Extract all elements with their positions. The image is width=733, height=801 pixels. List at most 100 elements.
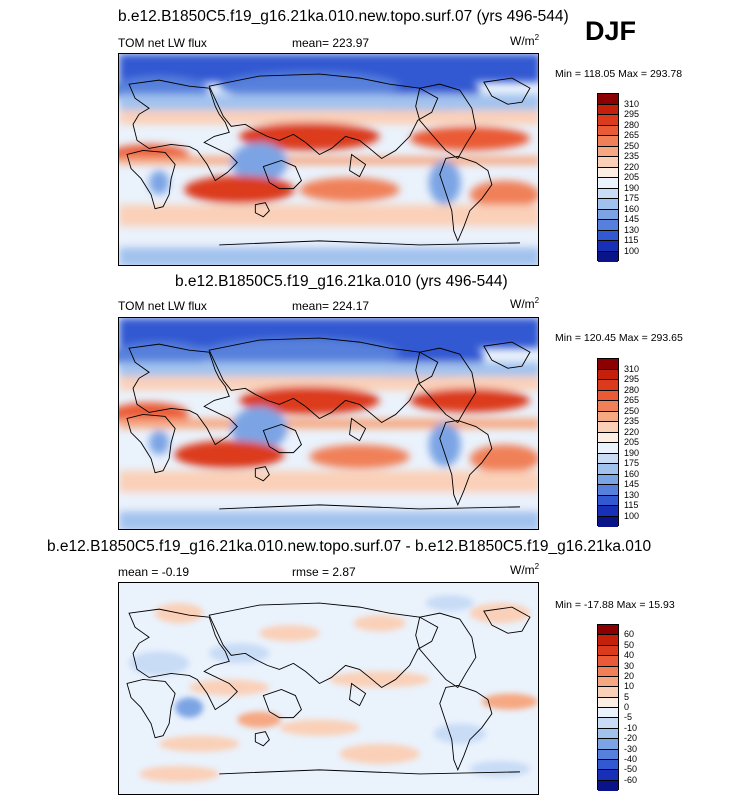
- colorbar-swatch: [598, 411, 618, 422]
- panel-3-rmse-label: rmse = 2.87: [292, 565, 356, 579]
- colorbar-swatch: [598, 136, 618, 147]
- panel-3-colorbar: [597, 624, 619, 791]
- panel-1-colorbar: [597, 93, 619, 262]
- panel-2-colorbar-labels: 310 295 280 265 250 235 220 205 190 175 160 145 130 1…: [624, 358, 664, 526]
- colorbar-swatch: [598, 495, 618, 506]
- colorbar-swatch: [598, 369, 618, 380]
- panel-3-minmax: Min = -17.88 Max = 15.93: [555, 599, 675, 611]
- colorbar-swatch: [598, 697, 618, 708]
- colorbar-label: -30: [624, 743, 638, 754]
- colorbar-label: 235: [624, 416, 640, 426]
- colorbar-label: 265: [624, 130, 640, 140]
- colorbar-swatch: [598, 432, 618, 443]
- colorbar-swatch: [598, 635, 618, 646]
- colorbar-swatch: [598, 230, 618, 241]
- colorbar-swatch: [598, 94, 618, 105]
- colorbar-swatch: [598, 718, 618, 729]
- colorbar-label: 115: [624, 500, 639, 510]
- colorbar-swatch: [598, 687, 618, 698]
- panel-1-mean-label: mean= 223.97: [292, 36, 370, 50]
- colorbar-label: 130: [624, 224, 640, 235]
- colorbar-swatch: [598, 506, 618, 517]
- colorbar-label: 175: [624, 193, 640, 203]
- colorbar-swatch: [598, 401, 618, 412]
- colorbar-label: 310: [624, 363, 640, 374]
- colorbar-swatch: [598, 708, 618, 719]
- panel-1-variable-label: TOM net LW flux: [118, 36, 207, 50]
- colorbar-swatch: [598, 759, 618, 771]
- colorbar-label: 50: [624, 639, 635, 650]
- panel-2-units: W/m2: [510, 296, 540, 312]
- colorbar-label: 250: [624, 405, 640, 416]
- colorbar-swatch: [598, 728, 618, 740]
- colorbar-swatch: [598, 178, 618, 189]
- colorbar-label: 295: [624, 109, 640, 119]
- colorbar-label: 310: [624, 98, 640, 109]
- colorbar-swatch: [598, 359, 618, 370]
- colorbar-swatch: [598, 209, 618, 220]
- panel-2-map: [118, 317, 539, 530]
- panel-2-variable-label: TOM net LW flux: [118, 299, 207, 313]
- colorbar-swatch: [598, 157, 618, 168]
- colorbar-label: 100: [624, 245, 640, 256]
- colorbar-swatch: [598, 770, 618, 781]
- colorbar-swatch: [598, 453, 618, 464]
- panel-1-units: W/m2: [510, 33, 540, 49]
- panel-1-title: b.e12.B1850C5.f19_g16.21ka.010.new.topo.…: [118, 8, 569, 25]
- colorbar-swatch: [598, 666, 618, 677]
- colorbar-swatch: [598, 241, 618, 252]
- colorbar-swatch: [598, 220, 618, 231]
- colorbar-label: 190: [624, 182, 640, 193]
- panel-3-title: b.e12.B1850C5.f19_g16.21ka.010.new.topo.…: [47, 538, 652, 555]
- panel-3-colorbar-labels: 60 50 40 30 20 10 5 0 -5 -10 -20 -30 -40 -50 -60: [624, 624, 664, 790]
- panel-2-title: b.e12.B1850C5.f19_g16.21ka.010 (yrs 496-…: [175, 273, 508, 290]
- colorbar-label: -50: [624, 764, 638, 775]
- colorbar-swatch: [598, 474, 618, 485]
- panel-2-colorbar: [597, 358, 619, 527]
- colorbar-swatch: [598, 167, 618, 178]
- colorbar-label: -10: [624, 722, 638, 733]
- colorbar-label: 160: [624, 468, 640, 479]
- colorbar-label: -40: [624, 753, 638, 764]
- colorbar-label: 280: [624, 119, 640, 130]
- colorbar-label: -60: [624, 774, 638, 785]
- colorbar-label: 145: [624, 479, 640, 489]
- panel-1-colorbar-labels: 310 295 280 265 250 235 220 205 190 175 160 145 130 1…: [624, 93, 664, 261]
- colorbar-label: 0: [624, 702, 630, 712]
- colorbar-label: 265: [624, 395, 640, 405]
- colorbar-label: 205: [624, 437, 640, 447]
- colorbar-swatch: [598, 104, 618, 115]
- colorbar-swatch: [598, 516, 618, 527]
- colorbar-label: 20: [624, 670, 635, 681]
- colorbar-label: 30: [624, 660, 635, 671]
- panel-1-map: [118, 53, 539, 266]
- colorbar-label: 220: [624, 161, 640, 172]
- panel-1-minmax: Min = 118.05 Max = 293.78: [555, 68, 683, 80]
- colorbar-label: 205: [624, 172, 640, 182]
- colorbar-swatch: [598, 749, 618, 760]
- colorbar-label: 130: [624, 489, 640, 500]
- colorbar-swatch: [598, 251, 618, 262]
- colorbar-swatch: [598, 780, 618, 791]
- colorbar-label: 220: [624, 426, 640, 437]
- colorbar-swatch: [598, 625, 618, 636]
- colorbar-label: 40: [624, 650, 635, 661]
- colorbar-label: 100: [624, 510, 640, 521]
- colorbar-label: 280: [624, 384, 640, 395]
- colorbar-swatch: [598, 125, 618, 136]
- colorbar-swatch: [598, 485, 618, 496]
- colorbar-label: 160: [624, 203, 640, 214]
- colorbar-label: 175: [624, 458, 640, 468]
- season-label: DJF: [585, 16, 637, 46]
- colorbar-label: -20: [624, 733, 638, 744]
- panel-3-units: W/m2: [510, 562, 540, 578]
- colorbar-swatch: [598, 188, 618, 199]
- colorbar-swatch: [598, 464, 618, 475]
- colorbar-swatch: [598, 115, 618, 126]
- colorbar-swatch: [598, 199, 618, 210]
- panel-2-mean-label: mean= 224.17: [292, 299, 370, 313]
- colorbar-label: 5: [624, 691, 630, 702]
- colorbar-label: -5: [624, 712, 633, 723]
- panel-2-minmax: Min = 120.45 Max = 293.65: [555, 332, 683, 344]
- panel-3-map: [118, 582, 539, 795]
